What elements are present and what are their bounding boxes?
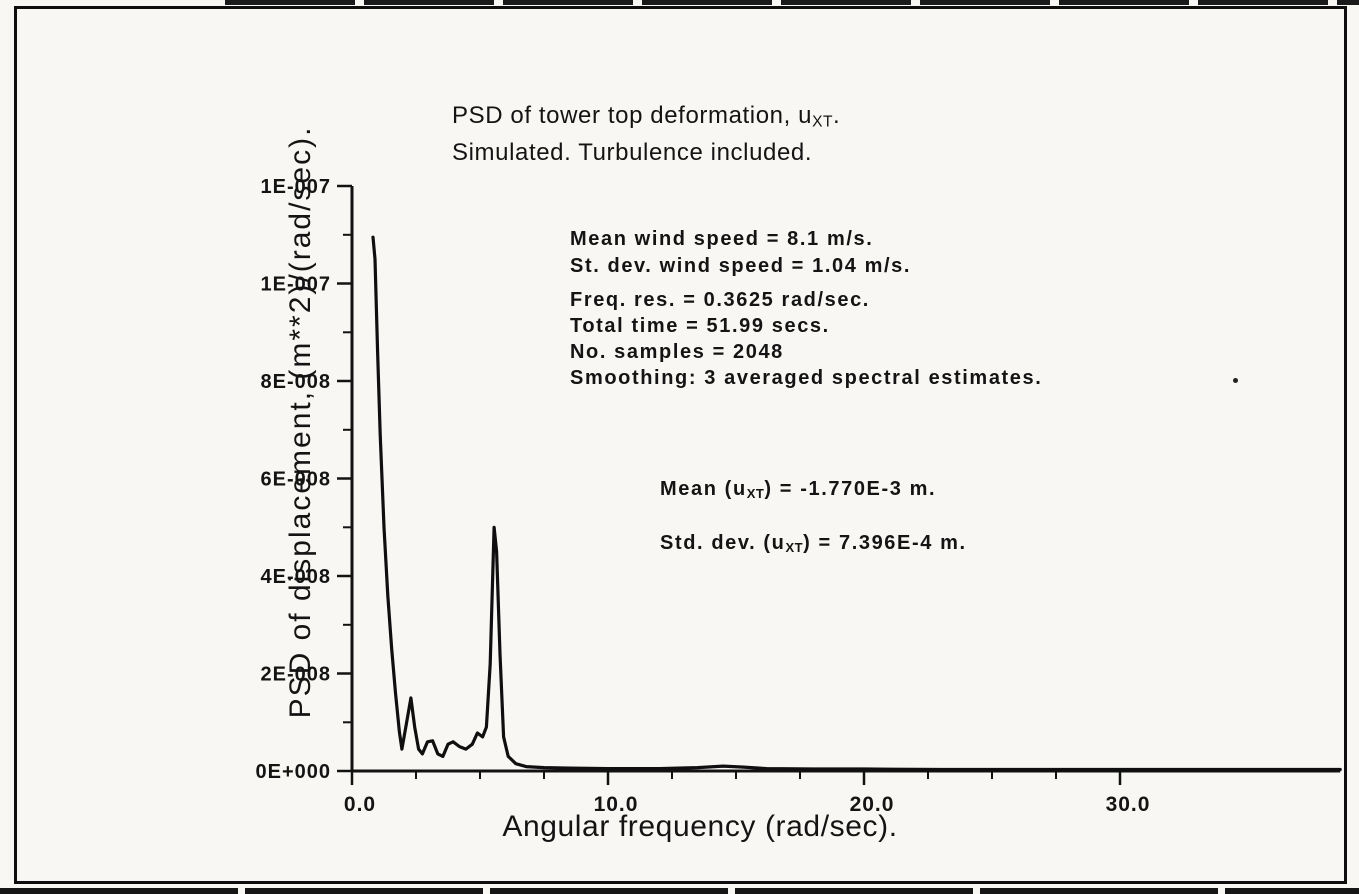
x-tick-label: 30.0 [1106, 793, 1151, 816]
y-tick-label: 8E-008 [261, 371, 332, 393]
y-tick-label: 0E+000 [255, 761, 331, 783]
title-subscript: XT [812, 113, 834, 131]
x-tick-label: 0.0 [344, 793, 376, 816]
annotation-smoothing: Smoothing: 3 averaged spectral estimates… [570, 367, 1043, 389]
annotation-stdev-uxt-value: ) = 7.396E-4 m. [803, 532, 967, 554]
scan-speck [1233, 378, 1238, 383]
annotation-stdev-wind-speed: St. dev. wind speed = 1.04 m/s. [570, 255, 912, 277]
y-tick-label: 1E-007 [261, 176, 332, 198]
uxt-subscript: XT [746, 485, 765, 501]
annotation-stdev-uxt: Std. dev. (uXT) = 7.396E-4 m. [660, 530, 967, 561]
y-tick-label: 2E-008 [261, 664, 332, 686]
y-tick-label: 1E-007 [261, 274, 332, 296]
x-axis-label: Angular frequency (rad/sec). [502, 810, 898, 843]
annotation-mean-uxt-value: ) = -1.770E-3 m. [764, 478, 937, 500]
uxt-subscript: XT [785, 539, 804, 555]
chart-title-line1: PSD of tower top deformation, uXT. [452, 100, 840, 137]
annotation-freq-res: Freq. res. = 0.3625 rad/sec. [570, 289, 870, 311]
chart-title-text: PSD of tower top deformation, u [452, 102, 813, 129]
psd-curve [371, 235, 1342, 772]
chart-title: PSD of tower top deformation, uXT. Simul… [452, 100, 840, 168]
x-tick-label: 20.0 [850, 793, 895, 816]
annotation-total-time: Total time = 51.99 secs. [570, 315, 830, 337]
annotation-analysis-block: Freq. res. = 0.3625 rad/sec. Total time … [570, 287, 1042, 391]
x-tick-label: 10.0 [594, 793, 639, 816]
y-tick-label: 4E-008 [261, 566, 332, 588]
y-axis-label: PSD of displacement, (m**2)/(rad/sec). [284, 125, 317, 719]
annotation-wind-block: Mean wind speed = 8.1 m/s. St. dev. wind… [570, 226, 911, 280]
annotation-stdev-uxt-text: Std. dev. (u [660, 532, 786, 554]
annotation-mean-uxt-text: Mean (u [660, 478, 747, 500]
scan-artifact-bottom [0, 888, 1359, 894]
scan-artifact-top [225, 0, 1359, 5]
annotation-mean-wind-speed: Mean wind speed = 8.1 m/s. [570, 228, 874, 250]
annotation-mean-uxt: Mean (uXT) = -1.770E-3 m. [660, 476, 936, 507]
annotation-num-samples: No. samples = 2048 [570, 341, 784, 363]
chart-title-period: . [833, 102, 841, 129]
y-tick-label: 6E-008 [261, 469, 332, 491]
chart-title-line2: Simulated. Turbulence included. [452, 139, 813, 167]
